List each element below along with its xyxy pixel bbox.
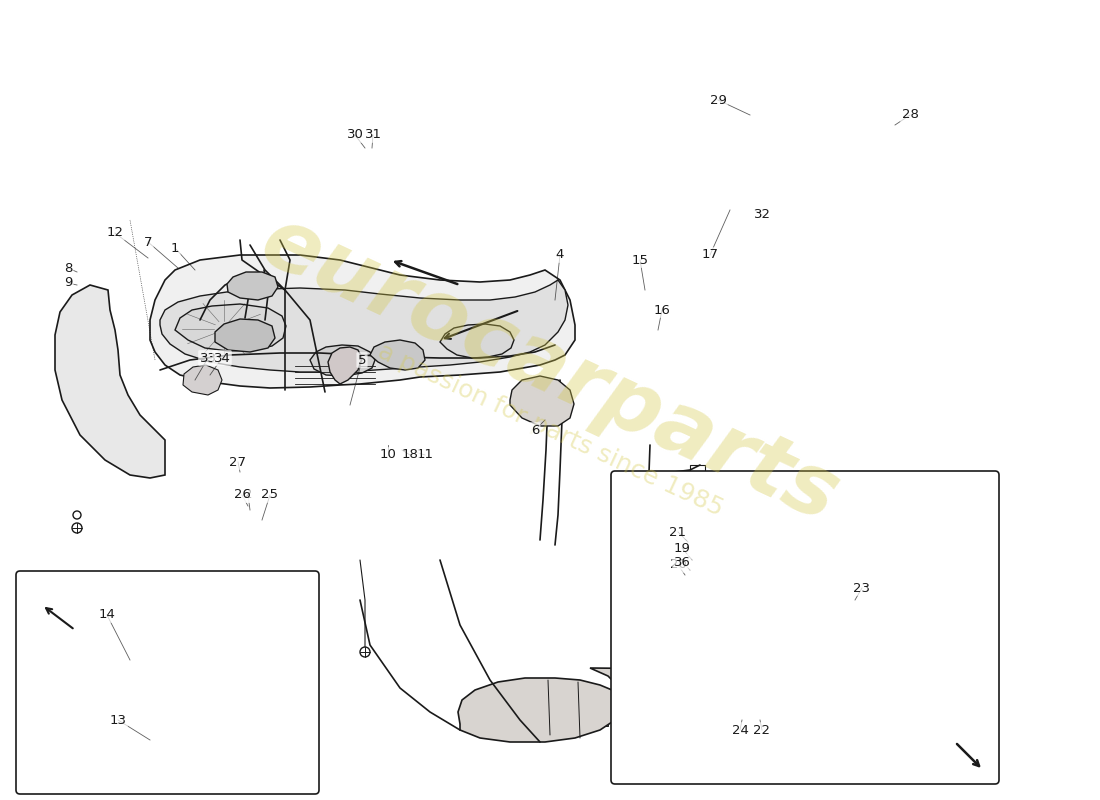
FancyBboxPatch shape (610, 471, 999, 784)
Text: 16: 16 (653, 303, 670, 317)
Polygon shape (820, 670, 930, 734)
Polygon shape (440, 324, 514, 358)
Text: 13: 13 (110, 714, 126, 726)
Bar (908, 554, 938, 570)
Bar (558, 724, 574, 736)
Text: 19: 19 (673, 542, 691, 554)
Bar (486, 716, 502, 728)
Polygon shape (738, 567, 812, 622)
Polygon shape (700, 567, 772, 615)
Polygon shape (160, 280, 568, 372)
Text: 34: 34 (213, 351, 230, 365)
Text: 5: 5 (358, 354, 366, 366)
Polygon shape (150, 255, 575, 388)
Polygon shape (135, 610, 235, 670)
Bar (878, 674, 906, 692)
Polygon shape (227, 272, 278, 300)
Text: 27: 27 (230, 455, 246, 469)
Text: 17: 17 (702, 249, 718, 262)
Text: a passion for parts since 1985: a passion for parts since 1985 (374, 339, 726, 521)
Bar (840, 691, 860, 705)
Text: 30: 30 (346, 129, 363, 142)
Polygon shape (214, 319, 275, 352)
Text: 28: 28 (902, 109, 918, 122)
Bar (50, 647, 80, 665)
Polygon shape (55, 285, 165, 478)
Text: 25: 25 (262, 489, 278, 502)
Text: 33: 33 (199, 351, 217, 365)
Bar (690, 505, 705, 515)
Polygon shape (510, 376, 574, 426)
Text: 6: 6 (531, 423, 539, 437)
Polygon shape (640, 546, 717, 604)
Bar (52, 657, 60, 661)
Polygon shape (310, 345, 375, 376)
Text: 32: 32 (754, 209, 770, 222)
Bar (62, 651, 70, 655)
Bar (62, 645, 70, 649)
Text: 11: 11 (417, 449, 433, 462)
Text: 20: 20 (670, 558, 686, 571)
Bar (690, 485, 705, 495)
Bar (522, 722, 538, 734)
Text: 9: 9 (64, 277, 73, 290)
Text: 10: 10 (379, 449, 396, 462)
Polygon shape (458, 668, 865, 742)
Bar (62, 657, 70, 661)
Text: 1: 1 (170, 242, 179, 254)
Polygon shape (183, 365, 222, 395)
Bar (592, 714, 608, 726)
Text: 31: 31 (364, 129, 382, 142)
Text: 15: 15 (631, 254, 649, 266)
Bar (72, 657, 80, 661)
Bar (85, 647, 110, 665)
Bar (908, 594, 938, 610)
Polygon shape (35, 615, 125, 670)
Text: 18: 18 (402, 449, 418, 462)
Text: 36: 36 (673, 555, 691, 569)
FancyBboxPatch shape (16, 571, 319, 794)
Text: 14: 14 (99, 609, 116, 622)
Text: 24: 24 (732, 723, 748, 737)
Bar (862, 700, 892, 722)
Text: 22: 22 (754, 723, 770, 737)
Text: 2: 2 (244, 489, 252, 502)
Bar (72, 651, 80, 655)
Polygon shape (328, 347, 362, 384)
Text: 21: 21 (670, 526, 686, 538)
Text: 4: 4 (556, 249, 564, 262)
Text: 8: 8 (64, 262, 73, 274)
Text: 23: 23 (854, 582, 870, 594)
Text: 26: 26 (233, 489, 251, 502)
Bar (908, 614, 938, 630)
Text: 12: 12 (107, 226, 123, 239)
Polygon shape (370, 340, 425, 370)
Text: 7: 7 (144, 235, 152, 249)
Bar (690, 465, 705, 475)
Polygon shape (833, 533, 975, 626)
Text: eurocarparts: eurocarparts (249, 200, 851, 540)
Bar (52, 645, 60, 649)
Polygon shape (175, 304, 286, 351)
Text: 29: 29 (710, 94, 726, 106)
Bar (52, 651, 60, 655)
Bar (72, 645, 80, 649)
Bar (908, 574, 938, 590)
